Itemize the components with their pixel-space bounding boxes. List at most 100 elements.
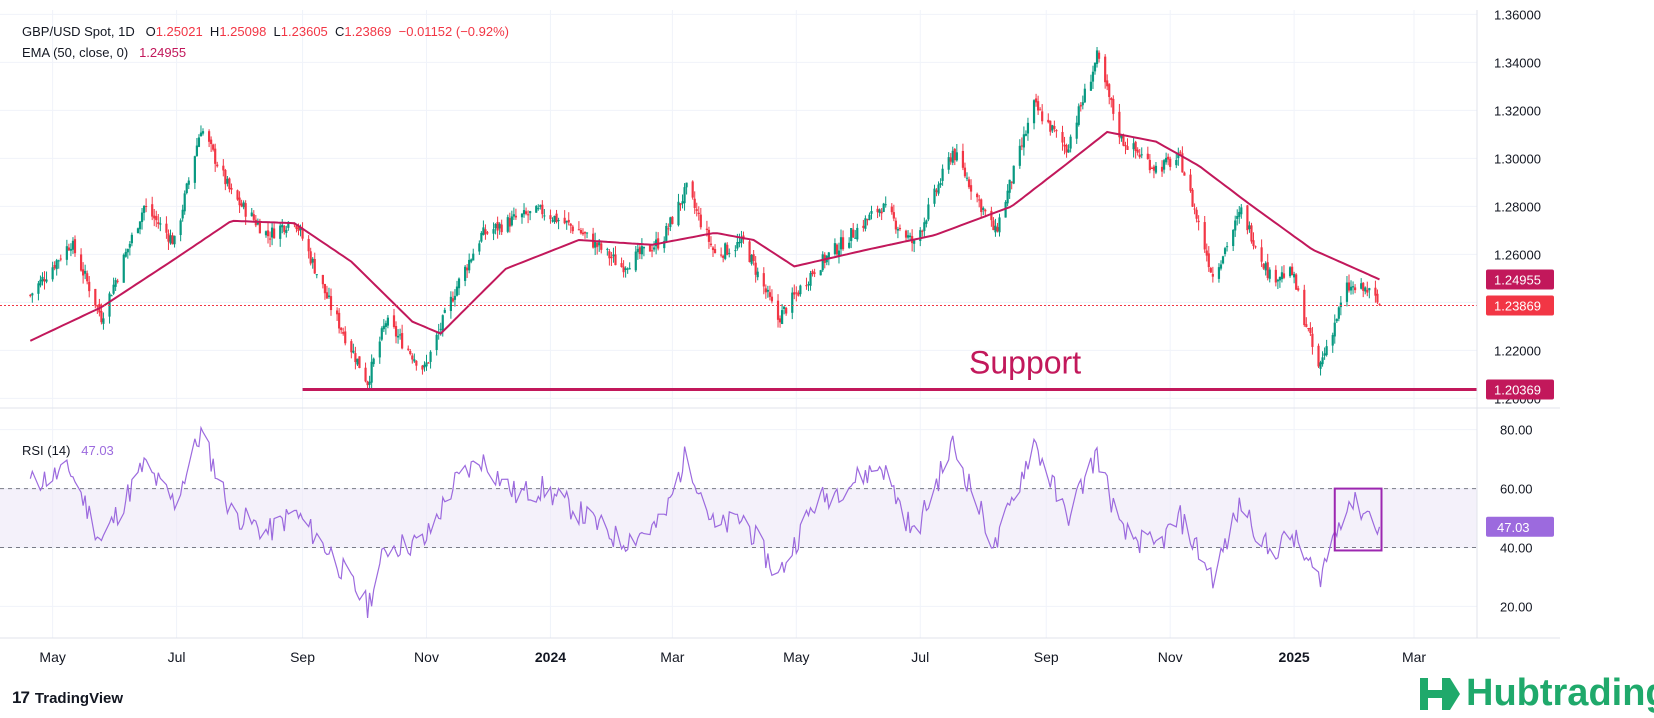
candle-body bbox=[543, 215, 546, 217]
candle-body bbox=[1217, 267, 1221, 279]
candle-body bbox=[29, 294, 32, 296]
candle-body bbox=[1207, 253, 1210, 268]
candle-body bbox=[852, 229, 855, 238]
candle-body bbox=[309, 251, 312, 264]
candle-body bbox=[854, 237, 857, 239]
candle-body bbox=[242, 202, 245, 208]
candle-body bbox=[1089, 81, 1093, 91]
price-pane[interactable]: Support bbox=[0, 47, 1477, 392]
candle-body bbox=[31, 293, 34, 296]
candle-body bbox=[935, 190, 938, 192]
candle-body bbox=[1008, 179, 1011, 193]
candle-body bbox=[1317, 345, 1320, 367]
candle-body bbox=[112, 284, 115, 294]
low-label: L bbox=[273, 24, 281, 39]
candle-body bbox=[94, 288, 97, 306]
candle-body bbox=[655, 239, 658, 247]
close-price-tag-bg bbox=[1486, 295, 1554, 316]
candle-body bbox=[1195, 209, 1198, 219]
candle-body bbox=[980, 199, 983, 212]
candle-body bbox=[1120, 135, 1123, 139]
candle-body bbox=[813, 272, 816, 274]
tradingview-logo[interactable]: 17 TradingView bbox=[12, 688, 123, 708]
candle-body bbox=[1169, 158, 1172, 167]
candle-body bbox=[1181, 153, 1184, 173]
candle-body bbox=[57, 260, 60, 262]
price-axis[interactable]: 1.36000 1.34000 1.32000 1.30000 1.28000 1.260… bbox=[1494, 7, 1541, 406]
candle-body bbox=[214, 148, 217, 164]
candle-body bbox=[368, 381, 371, 385]
candle-body bbox=[557, 220, 560, 222]
candle-body bbox=[165, 223, 168, 233]
time-axis[interactable]: May Jul Sep Nov 2024 Mar May Jul Sep Nov 2025 Mar bbox=[39, 649, 1426, 665]
candle-body bbox=[762, 273, 765, 287]
candle-body bbox=[1162, 160, 1166, 170]
candle-body bbox=[37, 283, 40, 294]
candle-body bbox=[1081, 102, 1084, 106]
candlestick-series bbox=[29, 47, 1381, 391]
candle-body bbox=[549, 215, 552, 220]
candle-body bbox=[1295, 274, 1298, 290]
candle-body bbox=[1205, 250, 1208, 256]
candle-body bbox=[100, 311, 103, 323]
candle-body bbox=[638, 247, 641, 254]
candle-body bbox=[157, 222, 160, 225]
candle-body bbox=[224, 170, 227, 185]
candle-body bbox=[1104, 56, 1107, 83]
candle-body bbox=[366, 381, 369, 386]
time-tick-label: May bbox=[39, 649, 65, 665]
candle-body bbox=[610, 256, 613, 259]
candle-body bbox=[1323, 353, 1326, 356]
candle-body bbox=[413, 359, 416, 362]
candle-body bbox=[455, 286, 459, 296]
candle-body bbox=[466, 267, 469, 271]
candle-body bbox=[287, 221, 290, 228]
candle-body bbox=[1018, 145, 1021, 166]
candle-body bbox=[1250, 225, 1253, 242]
candle-body bbox=[1077, 106, 1080, 125]
candle-body bbox=[756, 271, 759, 278]
candle-body bbox=[768, 292, 771, 297]
candle-body bbox=[212, 144, 215, 150]
rsi-legend: RSI (14) 47.03 bbox=[22, 443, 114, 458]
candle-body bbox=[1063, 144, 1066, 147]
candle-body bbox=[338, 312, 341, 329]
candle-body bbox=[1311, 333, 1314, 347]
candle-body bbox=[311, 258, 314, 263]
candle-body bbox=[736, 242, 739, 249]
candle-body bbox=[1179, 151, 1182, 153]
candle-body bbox=[216, 164, 219, 167]
time-tick-label: Nov bbox=[1158, 649, 1183, 665]
candle-body bbox=[1303, 289, 1306, 326]
candle-body bbox=[906, 235, 910, 238]
candle-body bbox=[583, 232, 587, 234]
candle-body bbox=[839, 237, 843, 250]
candle-body bbox=[69, 248, 73, 251]
candle-body bbox=[384, 323, 387, 327]
rsi-axis[interactable]: 80.00 60.00 40.00 20.00 47.03 bbox=[1486, 423, 1554, 615]
candle-body bbox=[1079, 104, 1082, 107]
candle-body bbox=[1124, 144, 1127, 147]
candle-body bbox=[482, 227, 485, 235]
candle-body bbox=[510, 216, 513, 226]
candle-body bbox=[128, 243, 131, 248]
candle-body bbox=[41, 276, 44, 282]
candle-body bbox=[193, 156, 196, 183]
candle-body bbox=[252, 214, 255, 220]
rsi-pane[interactable] bbox=[0, 425, 1477, 618]
candle-body bbox=[524, 211, 528, 214]
candle-body bbox=[770, 296, 774, 302]
candle-body bbox=[965, 177, 969, 179]
candle-body bbox=[529, 211, 532, 214]
candle-body bbox=[1219, 264, 1223, 269]
candle-body bbox=[821, 254, 824, 271]
candle-body bbox=[258, 222, 261, 234]
candle-body bbox=[795, 292, 798, 294]
candle-body bbox=[992, 220, 995, 231]
candle-body bbox=[1335, 318, 1338, 322]
candle-body bbox=[683, 187, 686, 204]
candle-body bbox=[256, 222, 259, 225]
candle-body bbox=[652, 247, 656, 250]
candle-body bbox=[73, 239, 77, 254]
